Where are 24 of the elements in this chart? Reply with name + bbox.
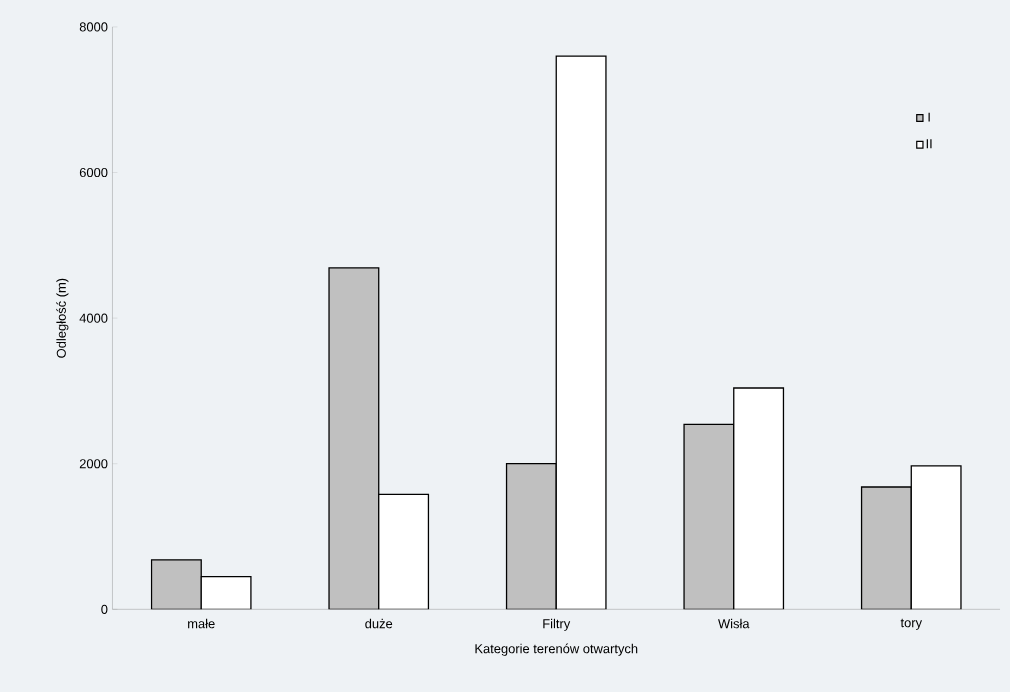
bar (150, 559, 202, 610)
bar (555, 55, 607, 610)
bar (328, 267, 380, 610)
legend-label: I (928, 112, 930, 122)
bar (733, 387, 785, 610)
bar (910, 465, 962, 610)
y-tick-label: 8000 (79, 22, 108, 32)
x-axis-title: Kategorie terenów otwartych (475, 643, 638, 656)
x-tick-label: Filtry (543, 618, 571, 631)
x-tick-label: tory (900, 618, 923, 630)
y-tick-label: 0 (101, 604, 108, 614)
y-axis-title: Odległość (m) (56, 278, 69, 358)
legend-label: II (926, 139, 932, 149)
y-tick-label: 4000 (79, 313, 108, 323)
x-tick-label: małe (188, 618, 215, 629)
bar (860, 486, 912, 610)
bar (505, 463, 557, 610)
bar (200, 575, 252, 610)
x-tick-label: Wisła (718, 618, 750, 629)
y-tick-label: 6000 (79, 167, 108, 178)
x-tick-label: duże (365, 618, 393, 629)
bar (378, 493, 430, 610)
y-tick-label: 2000 (79, 459, 108, 469)
bar (683, 423, 735, 610)
